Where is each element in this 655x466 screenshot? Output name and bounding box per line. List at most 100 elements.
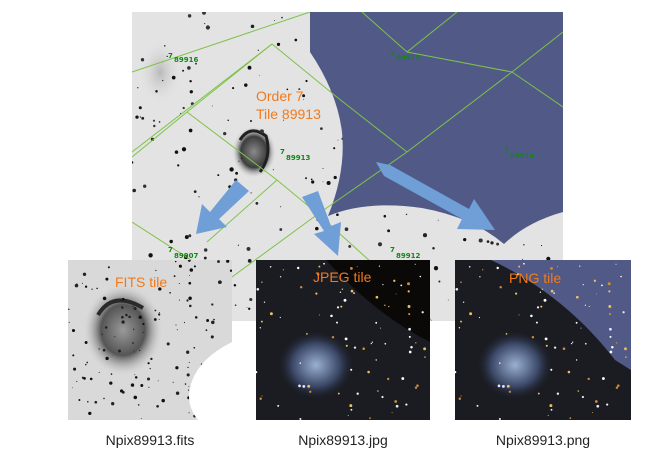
star (155, 90, 158, 93)
star (506, 384, 510, 388)
star (132, 342, 134, 344)
star (333, 175, 337, 180)
star (72, 387, 74, 389)
star (229, 269, 232, 272)
png-nebula (475, 329, 555, 401)
star (490, 241, 494, 245)
star (497, 384, 501, 388)
star (624, 347, 627, 351)
star (280, 206, 282, 208)
star (377, 390, 379, 392)
star (369, 417, 371, 419)
star (350, 267, 353, 270)
jpeg-black-region (326, 260, 430, 342)
star (226, 260, 230, 263)
star (608, 305, 612, 308)
star (522, 258, 524, 260)
star (187, 66, 191, 70)
star (158, 287, 162, 291)
star (269, 312, 273, 316)
svg-text:89915: 89915 (396, 54, 420, 62)
star (175, 391, 180, 395)
star (546, 256, 551, 261)
star (419, 275, 422, 278)
star (240, 157, 242, 160)
star (356, 266, 358, 268)
star (134, 374, 136, 376)
star (177, 164, 180, 167)
star (175, 366, 179, 370)
star (147, 362, 150, 365)
star (550, 408, 553, 411)
star (172, 381, 174, 383)
star (137, 87, 139, 89)
star (91, 288, 93, 290)
star (202, 12, 206, 15)
svg-text:7: 7 (280, 148, 285, 156)
star (479, 276, 481, 278)
star (277, 404, 280, 407)
star (78, 399, 81, 401)
star (132, 305, 134, 308)
nebula-arc (238, 129, 270, 173)
star (562, 347, 566, 350)
star (344, 337, 348, 341)
star (261, 281, 263, 283)
star (320, 127, 323, 130)
star (462, 301, 465, 303)
star (531, 335, 535, 339)
star (382, 283, 384, 286)
star (137, 404, 140, 406)
star (211, 320, 215, 325)
png-star-field (455, 262, 627, 420)
star (615, 386, 619, 389)
star (608, 290, 611, 293)
star (596, 293, 598, 295)
arrow-to-png (376, 162, 495, 230)
star (279, 316, 281, 319)
star (336, 321, 338, 324)
star (337, 392, 340, 395)
svg-text:89912: 89912 (396, 252, 420, 260)
star (377, 242, 383, 247)
star (408, 313, 411, 316)
star (156, 404, 159, 408)
star (421, 311, 424, 314)
star (337, 139, 339, 141)
star (198, 196, 200, 198)
jpeg-nebula (276, 329, 356, 401)
star (416, 384, 419, 387)
star (615, 342, 618, 344)
star (249, 297, 253, 302)
star (587, 377, 590, 381)
jpeg-tile-label: JPEG tile (313, 269, 372, 285)
star (609, 335, 612, 338)
star (315, 292, 318, 295)
star (505, 333, 508, 335)
svg-text:7: 7 (168, 52, 173, 60)
star (577, 390, 580, 392)
star (437, 219, 439, 221)
star (410, 345, 413, 349)
star (205, 329, 208, 332)
star (544, 337, 548, 341)
star (322, 181, 324, 183)
star (76, 380, 78, 382)
star (601, 284, 603, 287)
star (71, 328, 76, 333)
star (575, 295, 579, 299)
star (273, 19, 276, 22)
star (571, 341, 574, 343)
star (539, 291, 542, 293)
star (148, 253, 153, 258)
star (260, 320, 263, 323)
star (315, 226, 319, 231)
star (139, 116, 142, 118)
jpeg-star-field (256, 262, 427, 420)
star (223, 131, 227, 136)
star (499, 362, 501, 364)
star (203, 256, 207, 260)
star (188, 361, 190, 364)
star (250, 120, 252, 122)
fits-tile: FITS tile (68, 260, 232, 420)
